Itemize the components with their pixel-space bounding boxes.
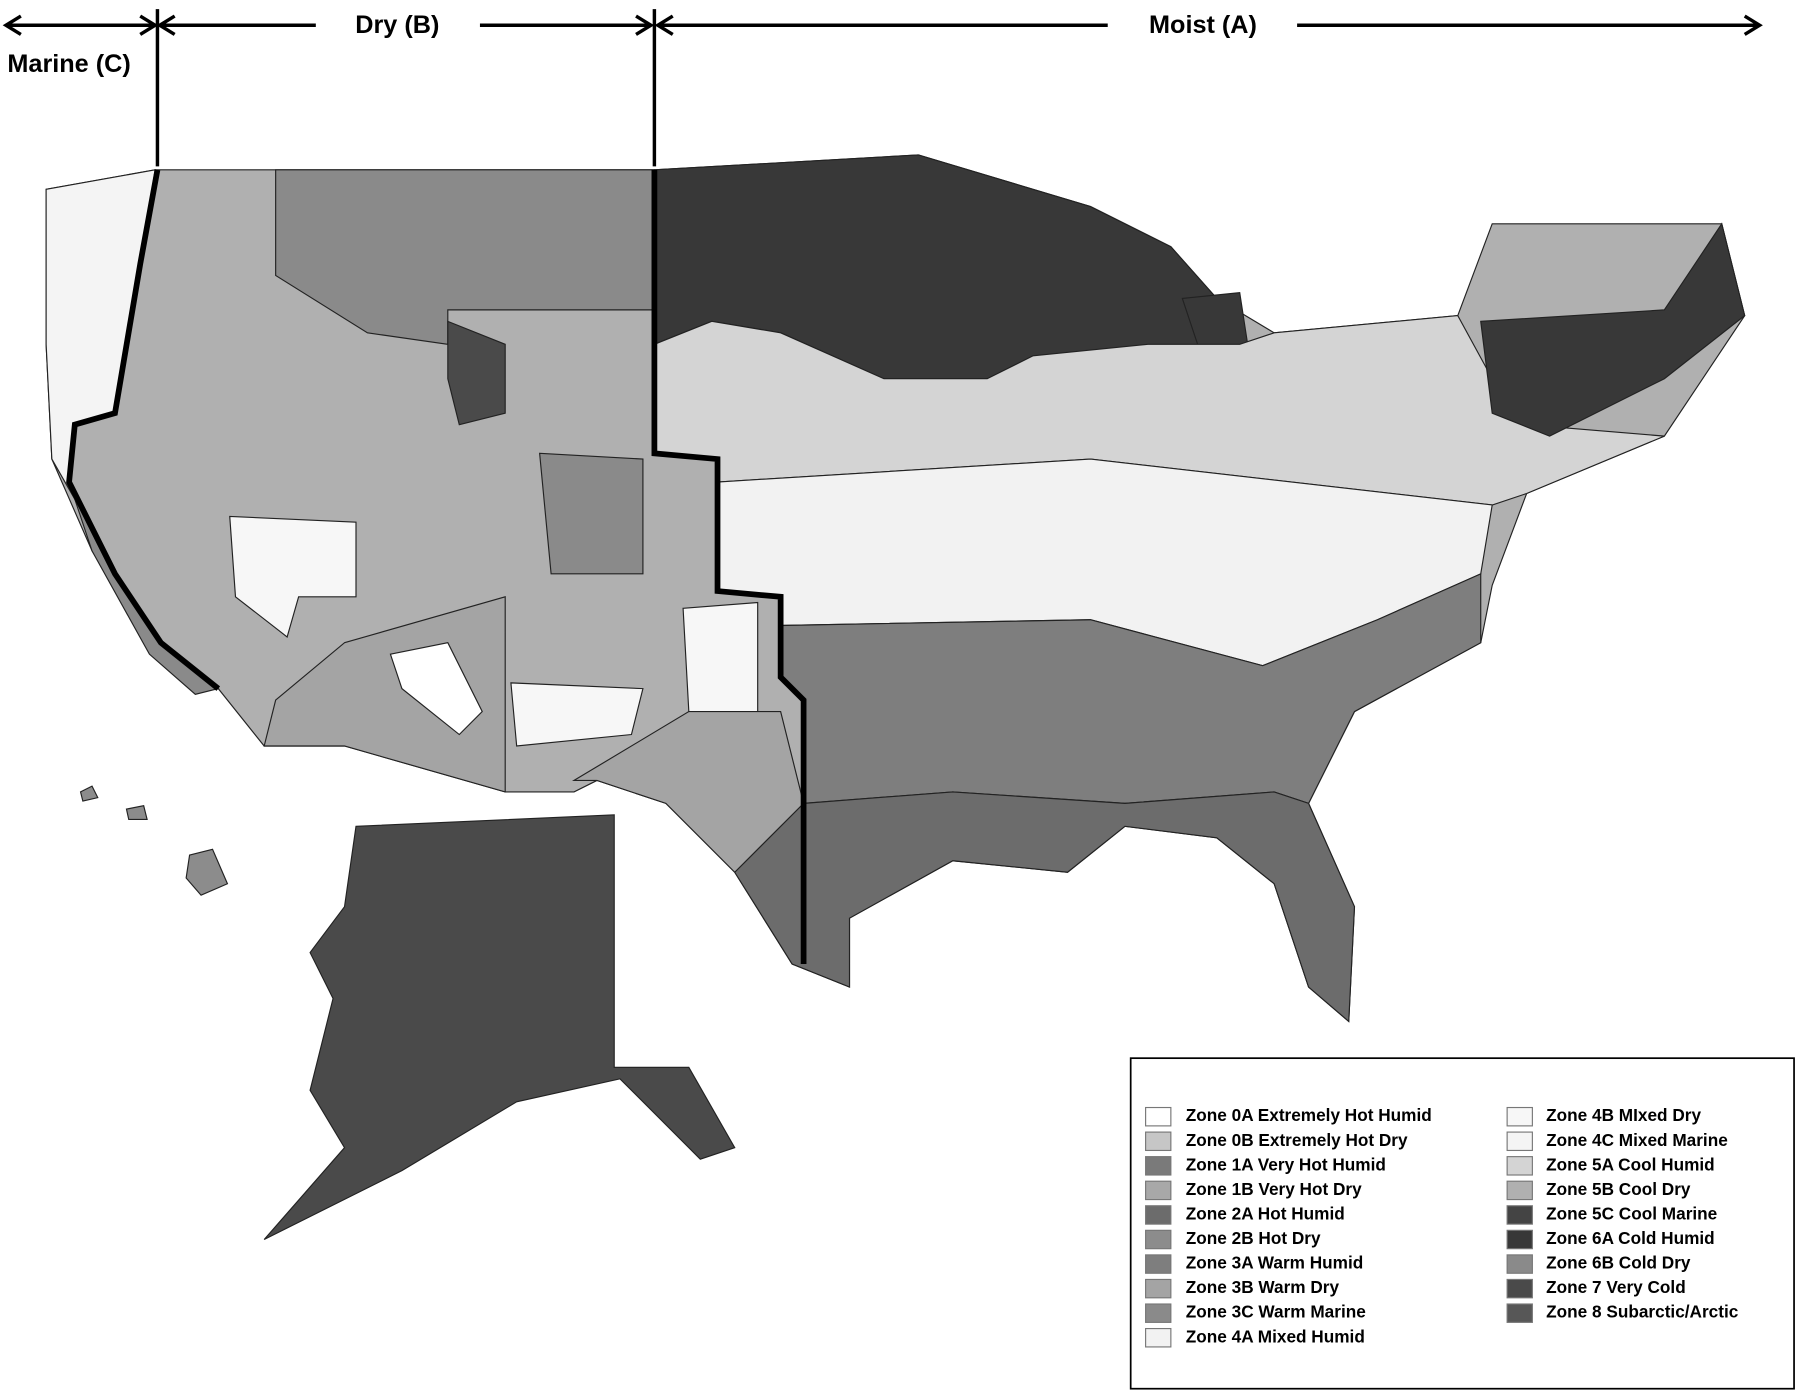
legend-label: Zone 5C Cool Marine (1546, 1203, 1717, 1223)
legend-swatch (1506, 1205, 1533, 1225)
legend-label: Zone 5A Cool Humid (1546, 1154, 1715, 1174)
legend-label: Zone 2B Hot Dry (1186, 1228, 1321, 1248)
zone-region (510, 682, 644, 747)
legend-swatch (1145, 1303, 1172, 1323)
legend-swatch (1506, 1131, 1533, 1152)
zone-regions (45, 154, 1746, 1241)
legend-label: Zone 3B Warm Dry (1186, 1277, 1340, 1297)
zone-region (571, 710, 805, 874)
zone-region (1480, 222, 1746, 437)
legend-label: Zone 5B Cool Dry (1546, 1179, 1691, 1199)
region-label: Dry (B) (355, 11, 439, 39)
zone-region (263, 814, 736, 1241)
zone-region (229, 515, 357, 638)
zone-region (682, 601, 759, 713)
zone-region (734, 791, 1356, 1023)
legend-label: Zone 3A Warm Humid (1186, 1253, 1363, 1273)
legend-label: Zone 8 Subarctic/Arctic (1546, 1302, 1739, 1322)
zone-region (538, 452, 644, 575)
legend-label: Zone 0A Extremely Hot Humid (1186, 1105, 1432, 1125)
legend-swatch (1145, 1229, 1172, 1250)
legend-swatch (1506, 1303, 1533, 1323)
legend-swatch (1145, 1180, 1172, 1201)
legend-label: Zone 4B MIxed Dry (1546, 1105, 1701, 1125)
legend-swatch (1145, 1254, 1172, 1274)
legend-label: Zone 0B Extremely Hot Dry (1186, 1130, 1408, 1150)
region-label: Moist (A) (1149, 11, 1257, 39)
legend-swatch (1145, 1327, 1172, 1348)
zone-region (125, 805, 148, 821)
legend-label: Zone 3C Warm Marine (1186, 1302, 1366, 1322)
dry-moist-boundary (651, 169, 807, 965)
legend-swatch (1506, 1106, 1533, 1127)
region-label: Marine (C) (7, 50, 130, 78)
legend-swatch (1506, 1254, 1533, 1274)
legend-swatch (1145, 1131, 1172, 1152)
legend-swatch (1145, 1205, 1172, 1225)
legend-swatch (1145, 1106, 1172, 1127)
legend-label: Zone 1A Very Hot Humid (1186, 1154, 1386, 1174)
zone-region (447, 320, 506, 426)
legend: Zone 0A Extremely Hot Humid Zone 0B Extre… (1145, 1105, 1739, 1348)
marine-boundary (66, 169, 221, 691)
legend-swatch (1506, 1229, 1533, 1250)
zone-region (79, 785, 99, 802)
legend-label: Zone 6A Cold Humid (1546, 1228, 1715, 1248)
zone-region (185, 848, 229, 896)
legend-label: Zone 1B Very Hot Dry (1186, 1179, 1362, 1199)
legend-label: Zone 7 Very Cold (1546, 1277, 1686, 1297)
zone-arrows (2, 9, 1763, 167)
legend-swatch (1145, 1278, 1172, 1299)
legend-label: Zone 4C Mixed Marine (1546, 1130, 1728, 1150)
legend-label: Zone 2A Hot Humid (1186, 1203, 1345, 1223)
zone-region (389, 642, 483, 736)
legend-swatch (1506, 1180, 1533, 1201)
legend-label: Zone 6B Cold Dry (1546, 1253, 1691, 1273)
legend-swatch (1506, 1156, 1533, 1176)
legend-box (1129, 1057, 1795, 1390)
legend-swatch (1145, 1156, 1172, 1176)
legend-label: Zone 4A Mixed Humid (1186, 1326, 1365, 1346)
legend-swatch (1506, 1278, 1533, 1299)
